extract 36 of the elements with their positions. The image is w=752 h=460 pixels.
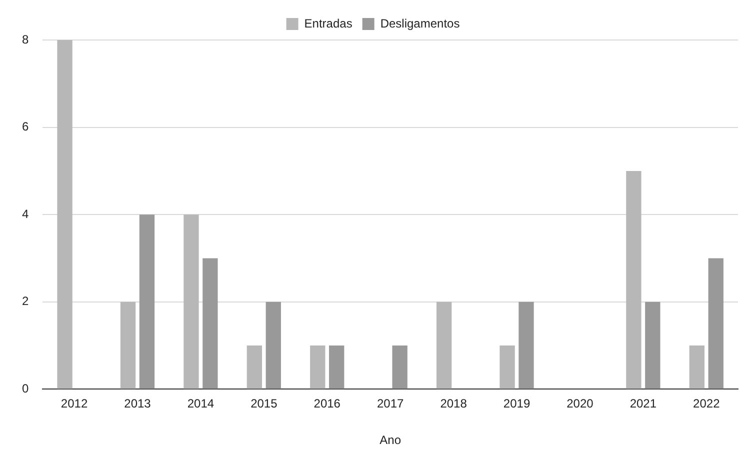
bar [500, 346, 515, 389]
bar [689, 346, 704, 389]
x-tick-label: 2018 [440, 396, 468, 411]
x-tick-label: 2022 [693, 396, 720, 411]
y-tick-label: 6 [22, 120, 29, 134]
bar [645, 302, 660, 389]
x-tick-label: 2015 [250, 396, 278, 411]
bar [310, 346, 326, 389]
bar [708, 258, 724, 389]
y-tick-label: 4 [22, 206, 29, 221]
x-tick-label: 2021 [630, 396, 657, 411]
bar [392, 346, 408, 389]
y-tick-label: 2 [22, 294, 29, 308]
bar [139, 214, 155, 389]
bar [518, 302, 534, 389]
bar [184, 214, 199, 389]
x-tick-label: 2017 [376, 396, 404, 411]
bar [120, 302, 136, 389]
bar [329, 346, 344, 389]
y-tick-label: 8 [22, 32, 29, 46]
x-tick-label: 2016 [314, 396, 341, 411]
x-tick-label: 2012 [60, 396, 88, 411]
bar [246, 346, 262, 389]
legend-label: Desligamentos [380, 16, 460, 30]
x-tick-label: 2014 [187, 396, 214, 411]
bar [626, 170, 642, 389]
y-tick-label: 0 [22, 382, 29, 396]
x-axis-title: Ano [380, 433, 402, 448]
x-tick-label: 2020 [566, 396, 594, 411]
legend-label: Entradas [304, 16, 352, 30]
bar [202, 258, 218, 389]
bar [266, 302, 281, 389]
bar [57, 40, 72, 389]
x-tick-label: 2013 [124, 396, 152, 411]
x-tick-label: 2019 [503, 396, 530, 411]
bar [436, 302, 452, 389]
